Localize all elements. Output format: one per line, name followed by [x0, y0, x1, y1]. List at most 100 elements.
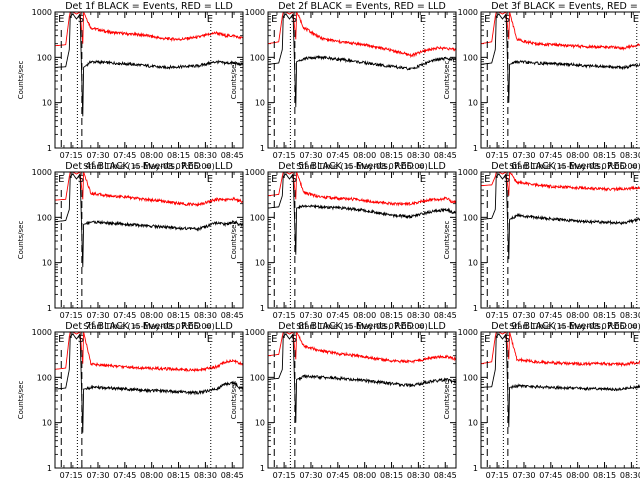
plot-area	[55, 12, 243, 117]
x-tick-label: 07:15	[60, 311, 83, 320]
interval-marker-label: E	[633, 174, 639, 185]
x-tick-label: 07:30	[299, 151, 322, 160]
lld-series-line	[55, 172, 243, 207]
x-tick-label: 07:30	[512, 151, 535, 160]
chart-panel: Det 7f BLACK = Events, RED = LLD Counts/s…	[17, 321, 244, 480]
y-tick-label: 1000	[32, 168, 52, 177]
x-tick-label: 08:00	[140, 471, 163, 480]
x-tick-label: 07:45	[539, 311, 562, 320]
chart-panel: Det 3f BLACK = Events, RED = LLD Counts/s…	[443, 1, 640, 171]
interval-marker-label: E	[271, 174, 277, 185]
x-tick-label: 08:30	[620, 151, 640, 160]
interval-marker-label: E	[58, 334, 64, 345]
y-tick-label: 1000	[32, 328, 52, 337]
chart-title: Det 5f BLACK = Events, RED = LLD	[278, 161, 446, 172]
events-series-line	[481, 332, 640, 428]
interval-marker-label: S	[504, 174, 510, 185]
chart-panel: Det 4f BLACK = Events, RED = LLD Counts/s…	[17, 161, 244, 331]
interval-marker-label: E	[633, 334, 639, 345]
x-tick-label: 07:45	[326, 471, 349, 480]
interval-marker-label: E	[484, 14, 490, 25]
lld-series-line	[268, 332, 456, 364]
chart-panel: Det 1f BLACK = Events, RED = LLD Counts/s…	[17, 1, 244, 171]
x-tick-label: 08:00	[353, 471, 376, 480]
x-tick-label: 08:00	[353, 311, 376, 320]
plot-frame	[54, 331, 244, 469]
x-tick-label: 07:30	[86, 311, 109, 320]
x-tick-label: 08:00	[353, 151, 376, 160]
x-tick-label: 07:15	[273, 151, 296, 160]
plot-area	[268, 172, 456, 255]
y-tick-label: 1	[47, 144, 52, 153]
x-tick-label: 08:15	[593, 151, 616, 160]
x-tick-label: 08:00	[566, 151, 589, 160]
x-tick-label: 08:15	[380, 311, 403, 320]
y-axis-label: Counts/sec	[230, 221, 238, 260]
interval-marker-label: S	[78, 174, 84, 185]
x-tick-label: 07:30	[86, 151, 109, 160]
chart-title: Det 2f BLACK = Events, RED = LLD	[278, 1, 446, 12]
plot-area	[481, 12, 640, 103]
events-series-line	[55, 12, 243, 117]
y-tick-label: 1	[473, 144, 478, 153]
plot-frame	[480, 11, 640, 149]
y-tick-label: 1000	[458, 8, 478, 17]
y-axis-label: Counts/sec	[443, 221, 451, 260]
y-tick-label: 10	[468, 419, 478, 428]
x-axis-label: Start Time (15-May-08 07:06:00)	[509, 162, 640, 171]
x-tick-label: 07:45	[539, 151, 562, 160]
y-tick-label: 1000	[245, 328, 265, 337]
y-tick-label: 10	[468, 99, 478, 108]
x-tick-label: 08:00	[566, 471, 589, 480]
y-tick-label: 1000	[32, 8, 52, 17]
y-tick-label: 1000	[458, 168, 478, 177]
x-tick-label: 08:15	[167, 311, 190, 320]
y-tick-label: 100	[463, 53, 478, 62]
x-tick-label: 08:30	[194, 151, 217, 160]
y-axis-label: Counts/sec	[443, 381, 451, 420]
x-tick-label: 07:15	[273, 471, 296, 480]
y-tick-label: 1	[260, 464, 265, 473]
chart-title: Det 6f BLACK = Events, RED = LLD	[491, 161, 640, 172]
x-tick-label: 08:45	[434, 471, 457, 480]
chart-title: Det 1f BLACK = Events, RED = LLD	[65, 1, 233, 12]
interval-marker-label: E	[633, 14, 639, 25]
y-tick-label: 100	[250, 53, 265, 62]
chart-panel: Det 6f BLACK = Events, RED = LLD Counts/s…	[443, 161, 640, 331]
x-tick-label: 08:30	[194, 311, 217, 320]
x-tick-label: 08:30	[407, 471, 430, 480]
interval-marker-label: S	[291, 334, 297, 345]
x-tick-label: 08:45	[221, 311, 244, 320]
x-tick-label: 07:15	[60, 471, 83, 480]
y-tick-label: 1	[260, 304, 265, 313]
interval-marker-label: S	[78, 14, 84, 25]
lld-series-line	[268, 12, 456, 59]
x-axis-label: Start Time (15-May-08 07:06:00)	[83, 322, 214, 331]
x-tick-label: 08:00	[140, 311, 163, 320]
y-tick-label: 100	[463, 213, 478, 222]
interval-marker-label: S	[291, 174, 297, 185]
y-tick-label: 100	[250, 373, 265, 382]
x-tick-label: 07:45	[326, 151, 349, 160]
chart-title: Det 3f BLACK = Events, RED = LLD	[491, 1, 640, 12]
y-tick-label: 10	[255, 259, 265, 268]
y-tick-label: 100	[37, 373, 52, 382]
interval-marker-label: E	[207, 174, 213, 185]
lld-series-line	[55, 332, 243, 373]
chart-title: Det 8f BLACK = Events, RED = LLD	[278, 321, 446, 332]
interval-marker-label: E	[420, 334, 426, 345]
x-tick-label: 08:15	[380, 471, 403, 480]
y-axis-label: Counts/sec	[230, 61, 238, 100]
chart-title: Det 4f BLACK = Events, RED = LLD	[65, 161, 233, 172]
plot-frame	[267, 171, 457, 309]
x-tick-label: 08:30	[620, 311, 640, 320]
y-tick-label: 1000	[458, 328, 478, 337]
interval-marker-label: E	[420, 174, 426, 185]
lld-series-line	[268, 172, 456, 207]
y-tick-label: 10	[468, 259, 478, 268]
y-axis-label: Counts/sec	[17, 61, 25, 100]
y-tick-label: 100	[37, 53, 52, 62]
chart-title: Det 9f BLACK = Events, RED = LLD	[491, 321, 640, 332]
interval-marker-label: E	[58, 174, 64, 185]
